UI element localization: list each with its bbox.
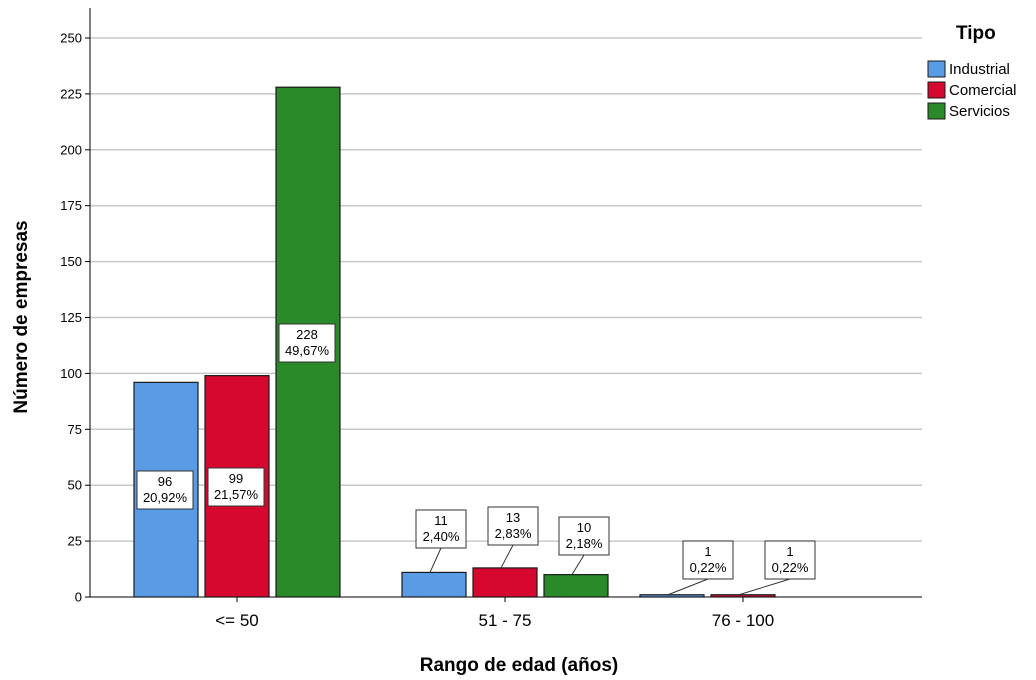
y-tick-label: 50 xyxy=(68,478,82,493)
label-leader xyxy=(571,554,585,575)
bar-industrial-1 xyxy=(401,571,467,598)
y-tick-label: 150 xyxy=(60,254,82,269)
y-tick-label: 200 xyxy=(60,142,82,157)
data-label-percent: 0,22% xyxy=(772,560,809,575)
x-tick-label: 51 - 75 xyxy=(479,611,532,630)
data-label-percent: 0,22% xyxy=(690,560,727,575)
data-label-box xyxy=(415,509,467,549)
legend-label-comercial: Comercial xyxy=(949,82,1017,99)
data-label-box xyxy=(682,540,734,580)
data-label-count: 228 xyxy=(296,327,318,342)
legend: Tipo Industrial Comercial Servicios xyxy=(927,23,1017,120)
legend-swatch-servicios xyxy=(927,102,946,120)
data-label-count: 10 xyxy=(577,520,591,535)
data-label-percent: 2,40% xyxy=(423,529,460,544)
label-leader xyxy=(738,578,791,596)
data-label-count: 1 xyxy=(786,544,793,559)
y-tick-label: 125 xyxy=(60,310,82,325)
legend-title: Tipo xyxy=(956,23,996,44)
data-label-box xyxy=(207,467,265,507)
data-label-count: 13 xyxy=(506,510,520,525)
data-label-count: 1 xyxy=(704,544,711,559)
data-label-box xyxy=(278,323,336,363)
legend-swatch-comercial xyxy=(927,81,946,99)
y-tick-label: 0 xyxy=(75,590,82,605)
data-label-box xyxy=(487,506,539,546)
data-label-percent: 49,67% xyxy=(285,343,330,358)
y-tick-label: 75 xyxy=(68,422,82,437)
y-tick-label: 250 xyxy=(60,31,82,46)
legend-label-industrial: Industrial xyxy=(949,61,1010,78)
y-tick-label: 175 xyxy=(60,198,82,213)
x-tick-label: <= 50 xyxy=(215,611,259,630)
legend-label-servicios: Servicios xyxy=(949,103,1010,120)
bar-industrial-2 xyxy=(639,594,705,598)
data-label-box xyxy=(558,516,610,556)
bar-comercial-2 xyxy=(710,594,776,598)
data-label-percent: 2,18% xyxy=(566,536,603,551)
y-tick-label: 100 xyxy=(60,366,82,381)
legend-swatch-industrial xyxy=(927,60,946,78)
data-label-percent: 21,57% xyxy=(214,487,259,502)
bar-servicios-1 xyxy=(543,574,609,598)
bar-comercial-1 xyxy=(472,567,538,598)
y-axis-title: Número de empresas xyxy=(11,220,32,413)
data-label-box xyxy=(764,540,816,580)
y-tick-label: 225 xyxy=(60,86,82,101)
y-tick-label: 25 xyxy=(68,534,82,549)
label-leader xyxy=(667,578,709,596)
x-axis-title: Rango de edad (años) xyxy=(420,655,618,676)
axes: 0 25 50 75 100 125 150 175 200 225 250 <= 50 51 - 75… xyxy=(60,8,922,630)
label-leader xyxy=(429,547,442,573)
data-label-box xyxy=(136,470,194,510)
label-leader xyxy=(500,544,514,569)
data-label-count: 99 xyxy=(229,471,243,486)
data-label-percent: 2,83% xyxy=(495,526,532,541)
data-label-percent: 20,92% xyxy=(143,490,188,505)
x-tick-label: 76 - 100 xyxy=(712,611,774,630)
data-label-count: 96 xyxy=(158,474,172,489)
data-label-count: 11 xyxy=(434,513,448,528)
